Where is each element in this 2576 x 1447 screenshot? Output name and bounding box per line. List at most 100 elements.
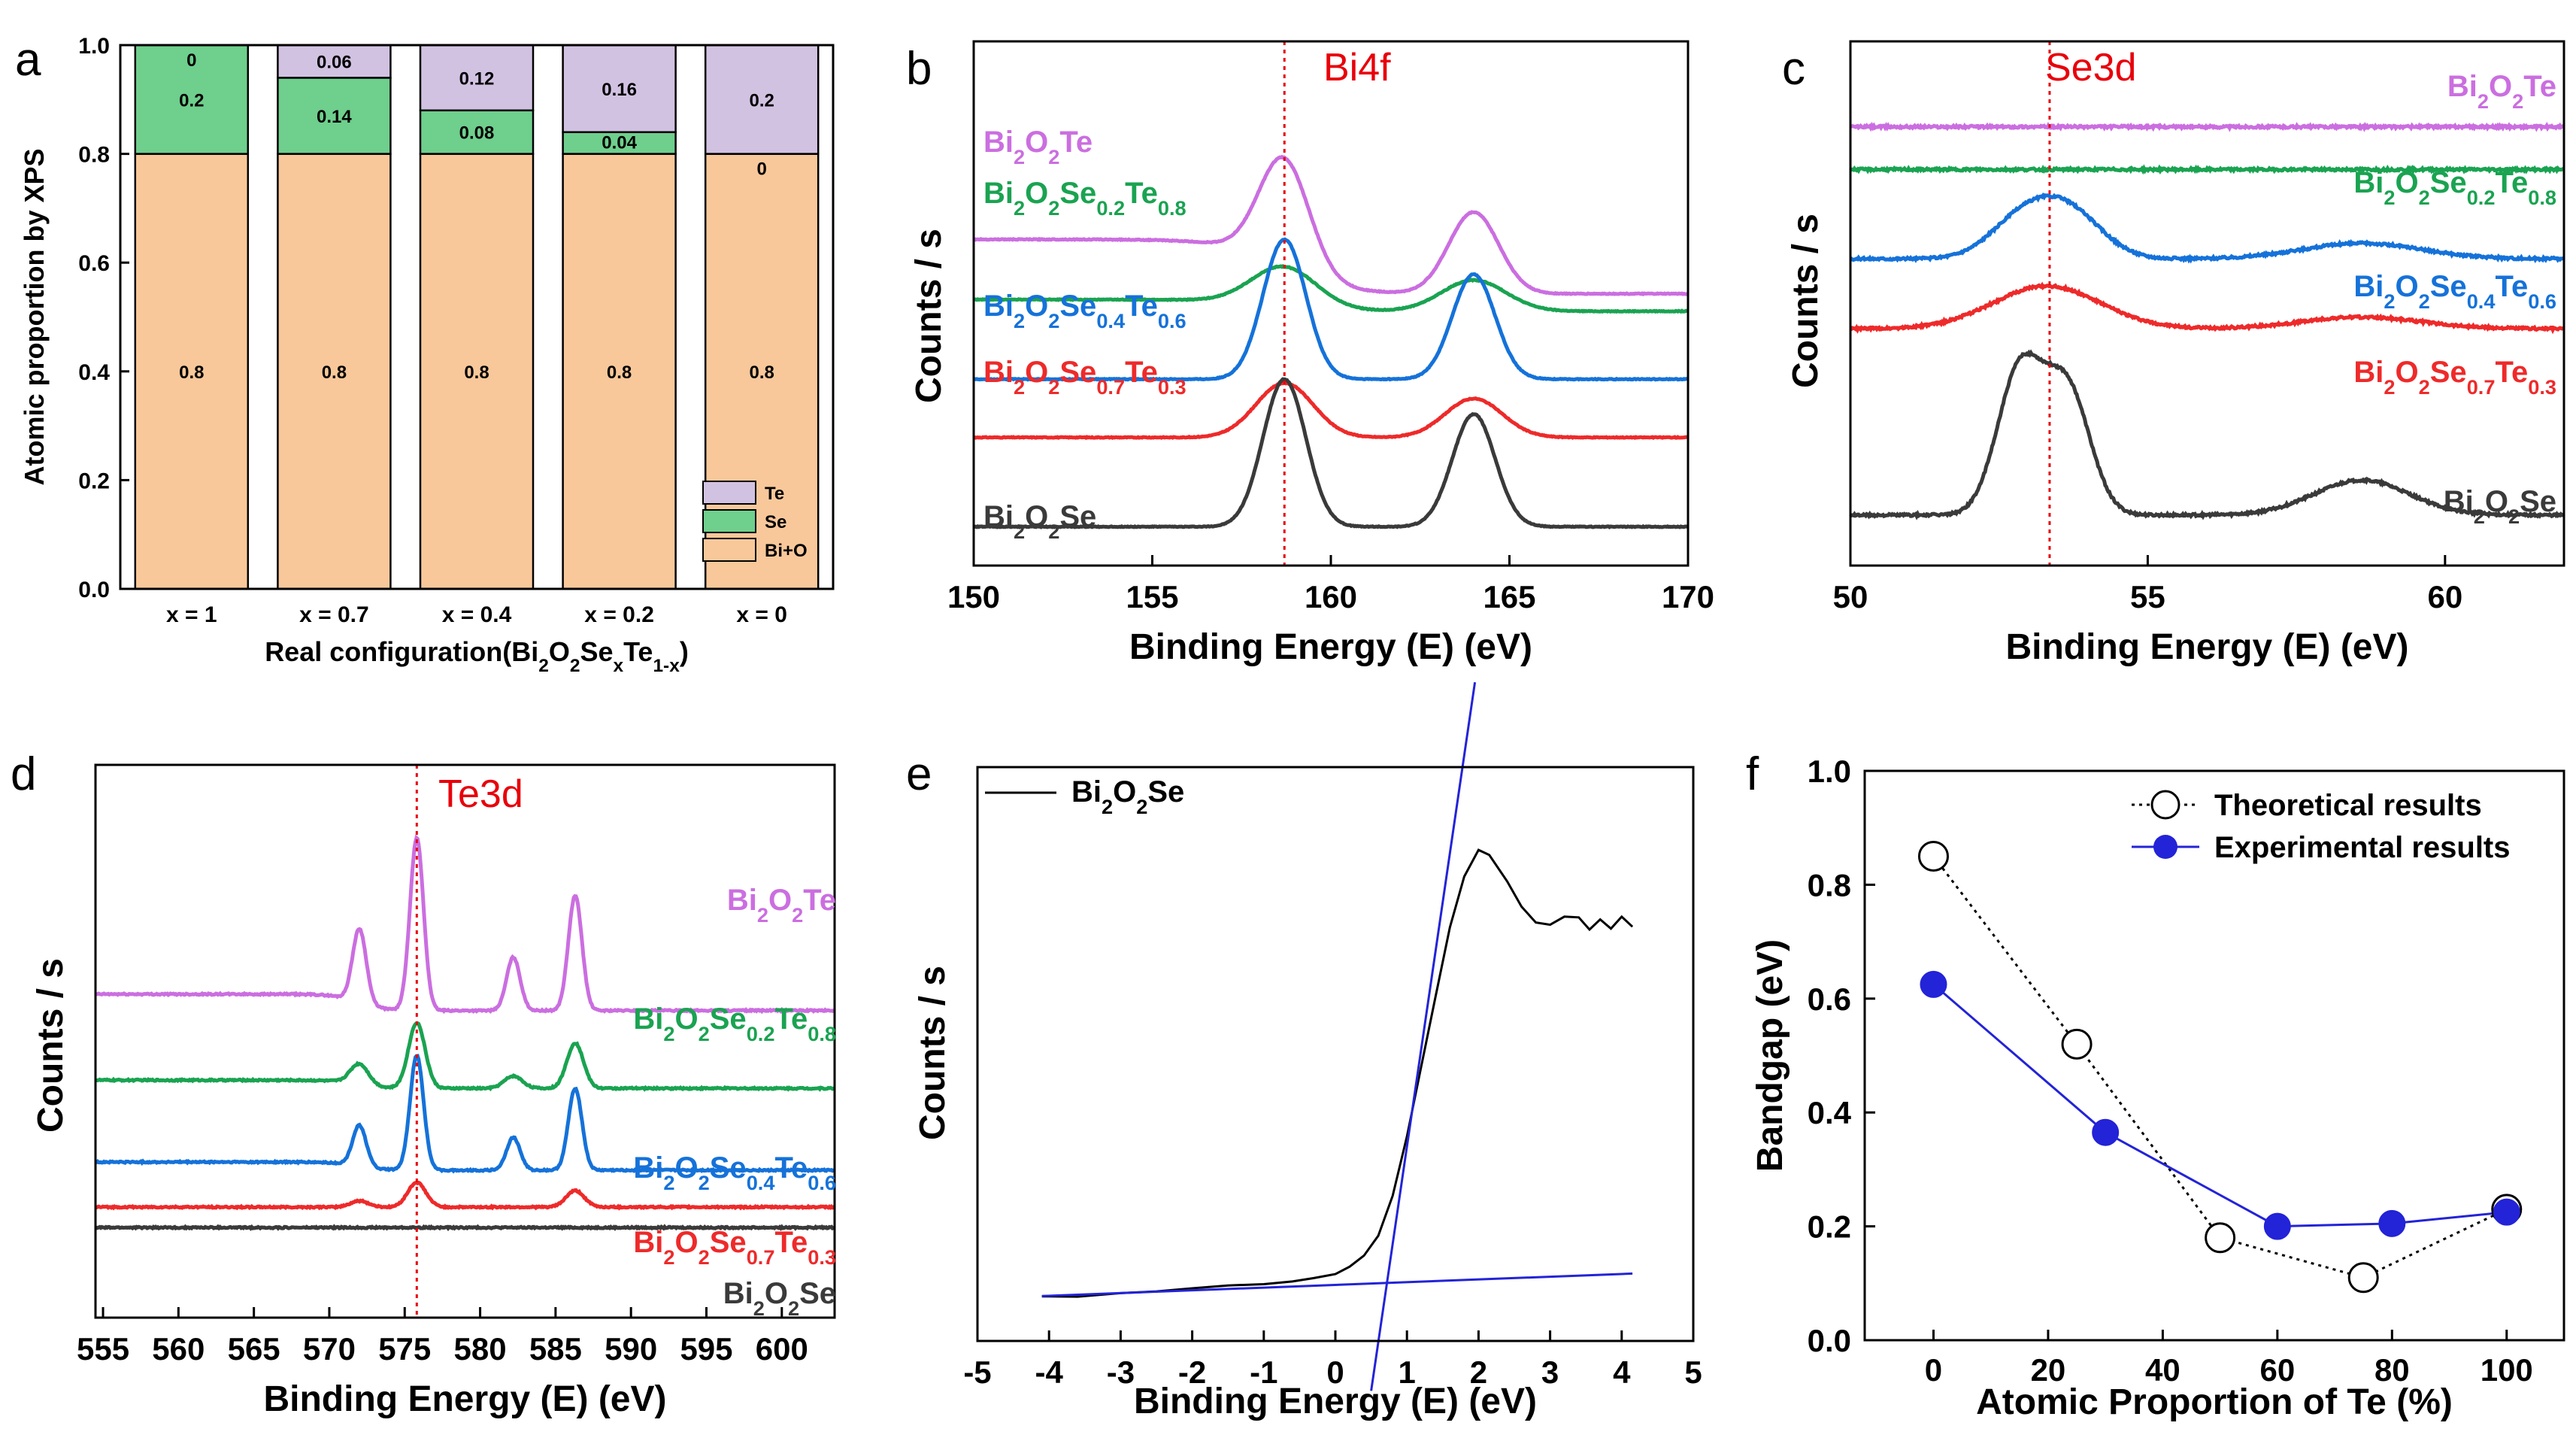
f-experimental-line <box>1932 983 2507 1228</box>
b-series-line <box>972 264 1689 314</box>
f-xtick-label: 0 <box>1925 1352 1942 1388</box>
d-xtick-label: 580 <box>454 1331 507 1367</box>
d-ylabel: Counts / s <box>31 958 71 1133</box>
d-xtick-label: 595 <box>680 1331 732 1367</box>
b-series-label: Bi2O2Se0.4Te0.6 <box>983 290 1186 332</box>
c-ylabel: Counts / s <box>1786 214 1826 388</box>
f-ytick-label: 0.8 <box>1808 867 1851 902</box>
a-xtick-label: x = 1 <box>166 602 217 627</box>
d-series-label: Bi2O2Se <box>723 1277 836 1320</box>
c-series-line <box>1850 281 2565 335</box>
bar-Se <box>562 131 677 155</box>
panel-label-c: c <box>1782 43 1805 95</box>
bar-Te <box>419 44 535 112</box>
b-xtick-label: 165 <box>1483 579 1535 614</box>
bar-Te <box>704 44 820 155</box>
f-xtick-label: 100 <box>2481 1352 2533 1388</box>
panel-label-e: e <box>906 748 932 800</box>
e-ylabel: Counts / s <box>913 966 953 1140</box>
a-legend-label: Se <box>765 512 786 532</box>
e-fit-line <box>1041 1272 1633 1297</box>
f-legend-marker <box>2153 835 2177 859</box>
f-xtick-label: 20 <box>2031 1352 2066 1388</box>
e-xtick-label: 3 <box>1541 1354 1559 1390</box>
f-theoretical-point <box>2347 1262 2379 1294</box>
bar-Te <box>562 44 677 133</box>
b-series-line <box>974 154 1689 297</box>
a-frame <box>119 44 835 590</box>
a-ytick-label: 1.0 <box>78 34 110 59</box>
a-ytick-label: 0.8 <box>78 143 110 168</box>
a-ytick-label: 0.2 <box>78 469 110 493</box>
bar-value-label: 0.2 <box>179 90 204 111</box>
c-xtick-label: 60 <box>2427 579 2462 614</box>
bar-value-label: 0.8 <box>464 363 489 383</box>
b-title: Bi4f <box>1323 46 1391 89</box>
bar-value-label: 0.06 <box>317 53 352 73</box>
f-legend-label: Theoretical results <box>2214 789 2482 822</box>
c-series-line <box>1850 121 2565 132</box>
d-series-label: Bi2O2Te <box>727 884 836 927</box>
c-series-label: Bi2O2Se0.4Te0.6 <box>2353 270 2556 313</box>
f-ytick-label: 0.6 <box>1808 981 1851 1017</box>
c-series-label: Bi2O2Te <box>2447 70 2556 113</box>
bar-value-label: 0.8 <box>179 363 204 383</box>
e-xtick-label: -1 <box>1250 1354 1277 1390</box>
f-theoretical-line <box>1932 855 2508 1279</box>
c-series-label: Bi2O2Se0.2Te0.8 <box>2353 166 2556 209</box>
panel-label-f: f <box>1746 748 1759 800</box>
b-series-label: Bi2O2Se0.7Te0.3 <box>983 356 1186 399</box>
e-fit-line <box>1370 681 1477 1391</box>
bar-value-label: 0.16 <box>602 80 637 100</box>
b-series-label: Bi2O2Se0.2Te0.8 <box>983 177 1186 220</box>
b-series-line <box>973 381 1689 441</box>
d-xtick-label: 560 <box>152 1331 205 1367</box>
f-theoretical-point <box>2061 1028 2093 1060</box>
f-xtick-label: 60 <box>2259 1352 2295 1388</box>
f-experimental-point <box>2263 1212 2291 1240</box>
b-series-line <box>973 237 1689 382</box>
c-series-label: Bi2O2Se <box>2444 485 2556 528</box>
c-title: Se3d <box>2045 46 2136 89</box>
d-xtick-label: 600 <box>756 1331 808 1367</box>
b-xlabel: Binding Energy (E) (eV) <box>1129 627 1532 667</box>
e-frame <box>976 766 1695 1342</box>
b-xtick-label: 155 <box>1126 579 1178 614</box>
c-xtick-label: 50 <box>1833 579 1868 614</box>
c-series-label: Bi2O2Se0.7Te0.3 <box>2353 356 2556 399</box>
e-xtick-label: 0 <box>1326 1354 1344 1390</box>
b-xtick-label: 160 <box>1305 579 1357 614</box>
d-xtick-label: 565 <box>228 1331 280 1367</box>
f-experimental-point <box>2378 1209 2406 1237</box>
a-xtick-label: x = 0.4 <box>442 602 512 627</box>
bar-value-label: 0.04 <box>602 133 637 153</box>
bar-value-label: 0.12 <box>459 68 495 89</box>
d-series-line <box>94 1224 835 1232</box>
a-legend-label: Bi+O <box>765 541 808 561</box>
bar-value-label: 0.8 <box>750 363 774 383</box>
c-series-line <box>1849 349 2565 520</box>
f-xtick-label: 80 <box>2374 1352 2410 1388</box>
e-xtick-label: -4 <box>1035 1354 1064 1390</box>
d-series-line <box>95 1054 836 1174</box>
d-series-line <box>94 1180 836 1211</box>
a-ylabel: Atomic proportion by XPS <box>19 148 50 485</box>
f-legend-label: Experimental results <box>2214 831 2511 864</box>
d-series-label: Bi2O2Se0.4Te0.6 <box>633 1151 836 1194</box>
a-legend-label: Te <box>765 484 784 504</box>
d-title: Te3d <box>438 772 523 816</box>
a-xtick-label: x = 0.2 <box>584 602 654 627</box>
a-legend-swatch <box>702 538 756 562</box>
c-series-line <box>1850 192 2565 264</box>
panel-label-b: b <box>906 43 932 95</box>
bar-value-label: 0.14 <box>317 107 352 127</box>
bar-Bi+O <box>134 153 250 590</box>
a-xtick-label: x = 0 <box>736 602 787 627</box>
e-legend-label: Bi2O2Se <box>1071 775 1184 818</box>
d-xlabel: Binding Energy (E) (eV) <box>263 1379 666 1419</box>
e-xtick-label: -2 <box>1178 1354 1206 1390</box>
bar-Se <box>419 109 535 155</box>
panel-label-a: a <box>15 34 41 86</box>
f-experimental-point <box>2092 1118 2120 1146</box>
